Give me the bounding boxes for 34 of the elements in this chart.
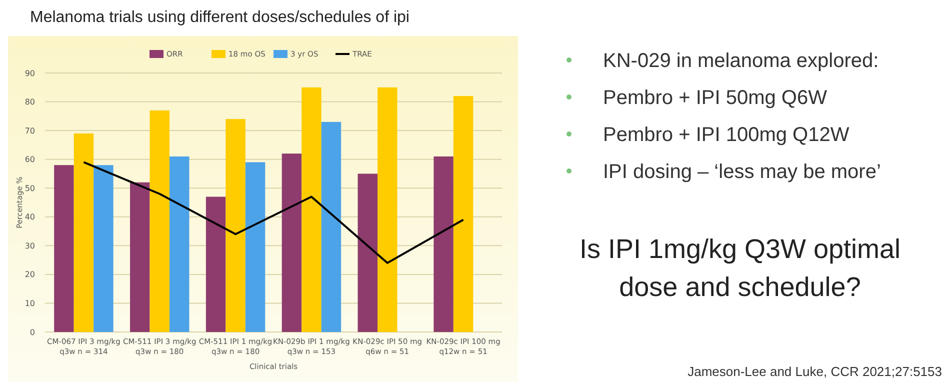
bar [434,156,454,332]
y-tick-label: 50 [24,184,35,193]
y-tick-label: 40 [24,212,35,222]
bar [94,165,114,332]
y-tick-label: 90 [24,68,35,78]
y-tick-label: 20 [24,270,35,280]
bar [321,122,342,332]
bar [130,182,150,332]
text: KN-029 in melanoma explored: [603,50,879,72]
text: Is IPI 1mg/kg Q3W optimal dose and schedule? [579,234,901,302]
y-tick-label: 80 [24,98,35,107]
chart-title: Melanoma trials using different doses/schedules of ipi [30,9,410,26]
bar [282,154,302,332]
y-tick-label: 30 [24,241,35,250]
bar [245,162,266,332]
bar [150,110,170,332]
bar [358,174,378,332]
line-series [82,161,464,264]
bar [54,165,74,332]
text: IPI dosing – ‘less may be more’ [603,161,881,183]
bar [226,119,246,332]
y-tick-label: 10 [24,299,35,308]
bar [378,87,398,332]
text: Pembro + IPI 100mg Q12W [603,124,850,146]
y-tick-label: 60 [24,155,35,164]
text: Jameson-Lee and Luke, CCR 2021;27:5153 [688,364,942,379]
y-tick-label: 70 [24,126,35,136]
bar [74,133,94,332]
text: Pembro + IPI 50mg Q6W [603,87,828,109]
bar [302,87,322,332]
y-tick-label: 0 [30,328,35,337]
bar [170,156,190,332]
bar [453,96,474,332]
bar [206,196,226,332]
